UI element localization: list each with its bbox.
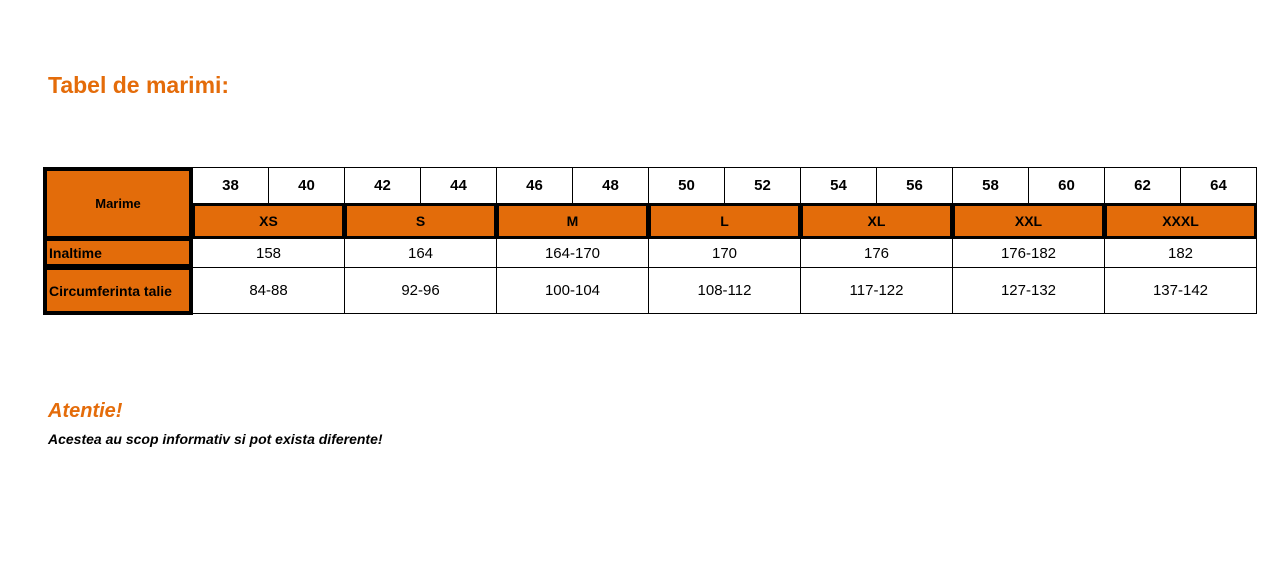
- numeric-size-cell: 64: [1180, 167, 1257, 204]
- row-value-cell: 100-104: [496, 267, 649, 314]
- numeric-size-cell: 54: [800, 167, 877, 204]
- row-value-cell: 176: [800, 238, 953, 268]
- page-title: Tabel de marimi:: [48, 72, 230, 98]
- row-value-cell: 182: [1104, 238, 1257, 268]
- row-value-cell: 137-142: [1104, 267, 1257, 314]
- numeric-size-cell: 60: [1028, 167, 1105, 204]
- numeric-size-cell: 46: [496, 167, 573, 204]
- letter-size-cell: L: [648, 203, 801, 239]
- row-value-cell: 158: [192, 238, 345, 268]
- warning-text: Acestea au scop informativ si pot exista…: [48, 431, 383, 447]
- numeric-size-cell: 56: [876, 167, 953, 204]
- numeric-size-cell: 40: [268, 167, 345, 204]
- row-value-cell: 176-182: [952, 238, 1105, 268]
- row-value-cell: 164: [344, 238, 497, 268]
- numeric-size-cell: 52: [724, 167, 801, 204]
- letter-size-cell: S: [344, 203, 497, 239]
- warning-title: Atentie!: [48, 400, 123, 422]
- row-label: Inaltime: [43, 237, 193, 268]
- numeric-size-cell: 62: [1104, 167, 1181, 204]
- numeric-size-cell: 42: [344, 167, 421, 204]
- numeric-size-cell: 50: [648, 167, 725, 204]
- numeric-size-cell: 58: [952, 167, 1029, 204]
- header-marime: Marime: [43, 167, 193, 240]
- numeric-size-cell: 48: [572, 167, 649, 204]
- row-value-cell: 164-170: [496, 238, 649, 268]
- row-value-cell: 117-122: [800, 267, 953, 314]
- row-label: Circumferinta talie: [43, 266, 193, 315]
- letter-size-cell: XS: [192, 203, 345, 239]
- row-value-cell: 92-96: [344, 267, 497, 314]
- letter-size-cell: XL: [800, 203, 953, 239]
- letter-size-cell: XXXL: [1104, 203, 1257, 239]
- row-value-cell: 127-132: [952, 267, 1105, 314]
- letter-size-cell: M: [496, 203, 649, 239]
- row-value-cell: 108-112: [648, 267, 801, 314]
- numeric-size-cell: 44: [420, 167, 497, 204]
- numeric-size-cell: 38: [192, 167, 269, 204]
- row-value-cell: 84-88: [192, 267, 345, 314]
- letter-size-cell: XXL: [952, 203, 1105, 239]
- row-value-cell: 170: [648, 238, 801, 268]
